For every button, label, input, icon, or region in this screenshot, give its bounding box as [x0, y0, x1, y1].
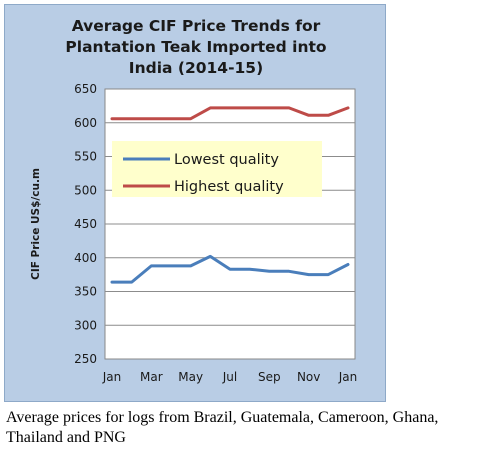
y-axis-label: CIF Price US$/cu.m [30, 168, 42, 280]
y-tick-label: 500 [74, 183, 97, 197]
figure-caption: Average prices for logs from Brazil, Gua… [6, 409, 439, 446]
y-tick-label: 600 [74, 116, 97, 130]
x-tick-label: Nov [297, 370, 320, 384]
series-line-lowest-quality [110, 254, 350, 284]
y-tick-label: 400 [74, 251, 97, 265]
y-tick-label: 650 [74, 82, 97, 96]
x-tick-label: May [178, 370, 203, 384]
legend-box [112, 141, 322, 197]
y-axis-ticks: 250 300 350 400 450 500 550 600 650 [74, 82, 97, 366]
chart-frame: Average CIF Price Trends for Plantation T… [4, 4, 386, 402]
x-axis-ticks: Jan Mar May Jul Sep Nov Jan [102, 370, 358, 384]
x-tick-label: Mar [140, 370, 163, 384]
chart-title-line: India (2014-15) [129, 59, 263, 77]
chart-title: Average CIF Price Trends for Plantation T… [65, 17, 326, 77]
y-tick-label: 250 [74, 352, 97, 366]
legend-entry: Lowest quality [174, 152, 279, 168]
x-tick-label: Jan [102, 370, 122, 384]
legend: Lowest quality Highest quality [112, 141, 322, 197]
chart-title-line: Plantation Teak Imported into [65, 38, 326, 56]
y-tick-label: 550 [74, 150, 97, 164]
legend-entry: Highest quality [174, 179, 284, 195]
x-tick-label: Jul [222, 370, 237, 384]
chart-title-line: Average CIF Price Trends for [72, 17, 321, 35]
series-line-highest-quality [110, 106, 350, 121]
y-tick-label: 350 [74, 285, 97, 299]
x-tick-label: Sep [258, 370, 281, 384]
series-lines [110, 106, 350, 284]
y-tick-label: 450 [74, 217, 97, 231]
line-chart: Average CIF Price Trends for Plantation T… [30, 17, 358, 384]
x-tick-label: Jan [338, 370, 358, 384]
y-tick-label: 300 [74, 318, 97, 332]
